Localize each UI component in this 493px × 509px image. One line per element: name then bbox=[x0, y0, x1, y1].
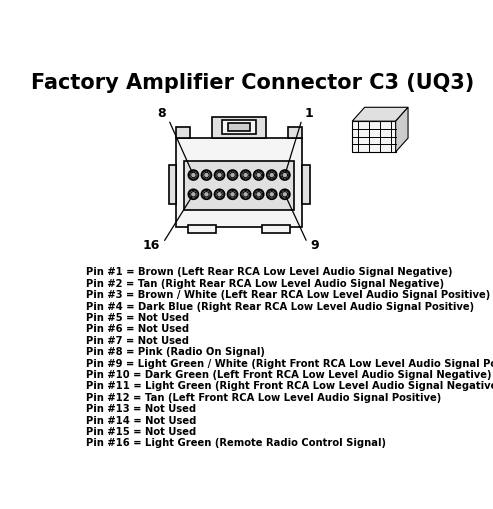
Bar bbox=[222, 120, 256, 134]
Text: Pin #14 = Not Used: Pin #14 = Not Used bbox=[86, 415, 197, 426]
Circle shape bbox=[202, 170, 211, 180]
Circle shape bbox=[230, 173, 235, 178]
Circle shape bbox=[280, 170, 290, 180]
Circle shape bbox=[202, 189, 211, 200]
Text: Pin #13 = Not Used: Pin #13 = Not Used bbox=[86, 404, 197, 414]
Circle shape bbox=[191, 191, 196, 197]
Text: Pin #4 = Dark Blue (Right Rear RCA Low Level Audio Signal Positive): Pin #4 = Dark Blue (Right Rear RCA Low L… bbox=[86, 302, 475, 312]
Text: Pin #5 = Not Used: Pin #5 = Not Used bbox=[86, 313, 189, 323]
Text: 1: 1 bbox=[305, 107, 314, 120]
Text: Pin #2 = Tan (Right Rear RCA Low Level Audio Signal Negative): Pin #2 = Tan (Right Rear RCA Low Level A… bbox=[86, 279, 445, 289]
Circle shape bbox=[243, 191, 248, 197]
Circle shape bbox=[254, 170, 264, 180]
Bar bbox=[262, 225, 290, 233]
Circle shape bbox=[204, 191, 209, 197]
Text: Pin #8 = Pink (Radio On Signal): Pin #8 = Pink (Radio On Signal) bbox=[86, 347, 265, 357]
Text: 16: 16 bbox=[142, 239, 160, 252]
Bar bbox=[228, 124, 250, 131]
Circle shape bbox=[241, 170, 250, 180]
Bar bbox=[184, 161, 294, 210]
Circle shape bbox=[203, 171, 211, 179]
Circle shape bbox=[256, 191, 261, 197]
Text: Pin #16 = Light Green (Remote Radio Control Signal): Pin #16 = Light Green (Remote Radio Cont… bbox=[86, 438, 387, 448]
Circle shape bbox=[217, 173, 222, 178]
Text: Pin #15 = Not Used: Pin #15 = Not Used bbox=[86, 427, 197, 437]
Circle shape bbox=[189, 171, 197, 179]
Bar bbox=[169, 165, 176, 204]
Circle shape bbox=[269, 191, 275, 197]
Bar bbox=[188, 225, 216, 233]
Text: Pin #1 = Brown (Left Rear RCA Low Level Audio Signal Negative): Pin #1 = Brown (Left Rear RCA Low Level … bbox=[86, 267, 453, 277]
Circle shape bbox=[188, 170, 198, 180]
Circle shape bbox=[242, 171, 249, 179]
Circle shape bbox=[229, 171, 237, 179]
Text: Pin #3 = Brown / White (Left Rear RCA Low Level Audio Signal Positive): Pin #3 = Brown / White (Left Rear RCA Lo… bbox=[86, 290, 491, 300]
Circle shape bbox=[282, 191, 287, 197]
Circle shape bbox=[229, 190, 237, 198]
Bar bbox=[212, 117, 266, 138]
Bar bbox=[176, 127, 190, 138]
Circle shape bbox=[282, 173, 287, 178]
Text: 8: 8 bbox=[157, 107, 166, 120]
Circle shape bbox=[281, 190, 289, 198]
Circle shape bbox=[281, 171, 289, 179]
Circle shape bbox=[191, 173, 196, 178]
Text: Pin #7 = Not Used: Pin #7 = Not Used bbox=[86, 336, 189, 346]
Circle shape bbox=[228, 189, 238, 200]
Circle shape bbox=[268, 190, 276, 198]
Circle shape bbox=[268, 171, 276, 179]
Circle shape bbox=[255, 171, 263, 179]
Circle shape bbox=[280, 189, 290, 200]
Circle shape bbox=[230, 191, 235, 197]
Circle shape bbox=[254, 189, 264, 200]
Circle shape bbox=[256, 173, 261, 178]
Text: Pin #12 = Tan (Left Front RCA Low Level Audio Signal Positive): Pin #12 = Tan (Left Front RCA Low Level … bbox=[86, 393, 442, 403]
Circle shape bbox=[215, 171, 223, 179]
Text: Factory Amplifier Connector C3 (UQ3): Factory Amplifier Connector C3 (UQ3) bbox=[31, 73, 474, 93]
Circle shape bbox=[269, 173, 275, 178]
Circle shape bbox=[228, 170, 238, 180]
Circle shape bbox=[267, 189, 277, 200]
Circle shape bbox=[242, 190, 249, 198]
Circle shape bbox=[241, 189, 250, 200]
Bar bbox=[302, 165, 310, 204]
Bar bbox=[352, 121, 396, 152]
Circle shape bbox=[189, 190, 197, 198]
Circle shape bbox=[243, 173, 248, 178]
Text: Pin #11 = Light Green (Right Front RCA Low Level Audio Signal Negative): Pin #11 = Light Green (Right Front RCA L… bbox=[86, 381, 493, 391]
Circle shape bbox=[217, 191, 222, 197]
Circle shape bbox=[214, 189, 224, 200]
Polygon shape bbox=[352, 107, 408, 121]
Text: Pin #6 = Not Used: Pin #6 = Not Used bbox=[86, 324, 189, 334]
Circle shape bbox=[255, 190, 263, 198]
Circle shape bbox=[267, 170, 277, 180]
Circle shape bbox=[214, 170, 224, 180]
Polygon shape bbox=[396, 107, 408, 152]
Circle shape bbox=[215, 190, 223, 198]
Circle shape bbox=[188, 189, 198, 200]
Bar bbox=[288, 127, 302, 138]
Bar bbox=[176, 138, 302, 227]
Text: Pin #9 = Light Green / White (Right Front RCA Low Level Audio Signal Positive): Pin #9 = Light Green / White (Right Fron… bbox=[86, 359, 493, 369]
Circle shape bbox=[203, 190, 211, 198]
Circle shape bbox=[204, 173, 209, 178]
Text: Pin #10 = Dark Green (Left Front RCA Low Level Audio Signal Negative): Pin #10 = Dark Green (Left Front RCA Low… bbox=[86, 370, 492, 380]
Text: 9: 9 bbox=[311, 239, 319, 252]
